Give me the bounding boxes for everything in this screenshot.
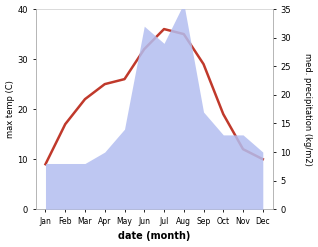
Y-axis label: med. precipitation (kg/m2): med. precipitation (kg/m2) [303,53,313,165]
Y-axis label: max temp (C): max temp (C) [5,80,15,138]
X-axis label: date (month): date (month) [118,231,190,242]
